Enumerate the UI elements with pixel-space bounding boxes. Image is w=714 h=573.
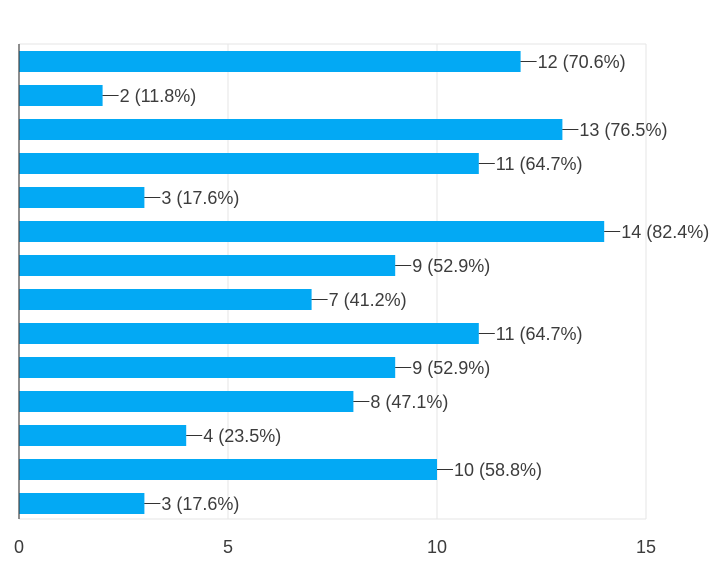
- bar-8: [19, 323, 479, 344]
- bar-7: [19, 289, 312, 310]
- x-tick-label-0: 0: [14, 537, 24, 557]
- data-label-8: 11 (64.7%): [496, 324, 583, 344]
- data-label-10: 8 (47.1%): [370, 392, 448, 412]
- data-label-5: 14 (82.4%): [621, 222, 709, 242]
- data-label-7: 7 (41.2%): [329, 290, 407, 310]
- data-label-3: 11 (64.7%): [496, 154, 583, 174]
- bar-0: [19, 51, 521, 72]
- bar-11: [19, 425, 187, 446]
- data-label-12: 10 (58.8%): [454, 460, 542, 480]
- data-labels-layer: 12 (70.6%) 2 (11.8%) 13 (76.5%) 11 (64.7%) 3…: [102, 52, 709, 514]
- x-tick-label-2: 10: [427, 537, 447, 557]
- bar-3: [19, 153, 479, 174]
- data-label-0: 12 (70.6%): [538, 52, 626, 72]
- grid-layer: [18, 43, 647, 520]
- data-label-9: 9 (52.9%): [412, 358, 490, 378]
- data-label-11: 4 (23.5%): [203, 426, 281, 446]
- bar-10: [19, 391, 354, 412]
- bar-9: [19, 357, 396, 378]
- axis-layer: 0 5 10 15: [14, 44, 656, 557]
- x-tick-label-1: 5: [223, 537, 233, 557]
- bars-layer: [19, 51, 605, 514]
- data-label-4: 3 (17.6%): [161, 188, 239, 208]
- x-tick-label-3: 15: [636, 537, 656, 557]
- bar-12: [19, 459, 437, 480]
- bar-5: [19, 221, 605, 242]
- bar-13: [19, 493, 145, 514]
- data-label-1: 2 (11.8%): [120, 86, 197, 106]
- data-label-13: 3 (17.6%): [161, 494, 239, 514]
- bar-1: [19, 85, 103, 106]
- bar-6: [19, 255, 396, 276]
- data-label-6: 9 (52.9%): [412, 256, 490, 276]
- bar-4: [19, 187, 145, 208]
- data-label-2: 13 (76.5%): [579, 120, 667, 140]
- bar-2: [19, 119, 563, 140]
